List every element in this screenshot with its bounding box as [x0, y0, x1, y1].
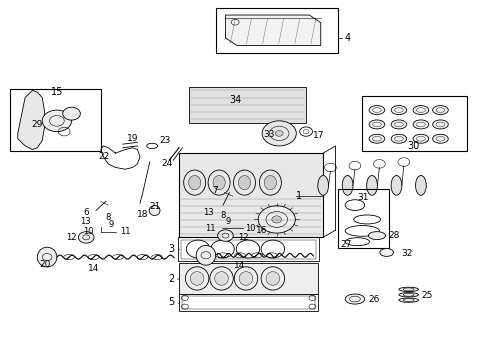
- Circle shape: [218, 230, 233, 241]
- Circle shape: [78, 231, 94, 243]
- Text: 1: 1: [296, 191, 302, 201]
- Text: 22: 22: [98, 152, 109, 161]
- Ellipse shape: [345, 294, 365, 304]
- Text: 31: 31: [357, 193, 369, 202]
- Text: 13: 13: [203, 208, 213, 217]
- Text: 12: 12: [238, 233, 248, 242]
- Bar: [362, 96, 467, 151]
- Ellipse shape: [266, 272, 280, 285]
- Circle shape: [42, 110, 72, 132]
- Text: 5: 5: [169, 297, 174, 307]
- Ellipse shape: [190, 272, 204, 285]
- Circle shape: [272, 216, 282, 223]
- Circle shape: [262, 121, 296, 146]
- Ellipse shape: [413, 120, 429, 129]
- Polygon shape: [18, 90, 45, 149]
- Ellipse shape: [380, 248, 393, 256]
- Text: 28: 28: [388, 231, 399, 240]
- Text: 9: 9: [225, 217, 230, 226]
- Text: 23: 23: [159, 136, 171, 145]
- Ellipse shape: [367, 176, 377, 195]
- Text: 8: 8: [105, 213, 111, 222]
- Text: 10: 10: [83, 228, 94, 237]
- Ellipse shape: [318, 176, 329, 195]
- Bar: [182, 296, 316, 309]
- Bar: [180, 239, 317, 258]
- Ellipse shape: [37, 247, 57, 267]
- Ellipse shape: [413, 134, 429, 143]
- Ellipse shape: [399, 293, 418, 297]
- Bar: [189, 87, 306, 123]
- Text: 19: 19: [127, 134, 138, 143]
- Text: 20: 20: [39, 260, 50, 269]
- Text: 25: 25: [421, 291, 432, 300]
- Text: 9: 9: [108, 220, 113, 229]
- Text: 30: 30: [408, 141, 420, 151]
- Ellipse shape: [239, 272, 253, 285]
- Text: 29: 29: [31, 120, 43, 129]
- Text: 11: 11: [205, 224, 216, 233]
- Ellipse shape: [369, 134, 385, 143]
- Ellipse shape: [433, 120, 448, 129]
- Text: 7: 7: [212, 186, 218, 195]
- Circle shape: [258, 206, 295, 233]
- Text: 18: 18: [137, 210, 148, 219]
- Ellipse shape: [399, 298, 418, 302]
- Ellipse shape: [342, 176, 353, 195]
- Text: 33: 33: [263, 130, 274, 139]
- Text: 11: 11: [121, 228, 131, 237]
- Ellipse shape: [196, 246, 216, 265]
- Ellipse shape: [213, 175, 225, 190]
- Text: 15: 15: [50, 87, 63, 97]
- Circle shape: [63, 107, 80, 120]
- Text: 32: 32: [401, 249, 413, 258]
- Text: 26: 26: [368, 294, 379, 303]
- Text: 8: 8: [220, 211, 225, 220]
- Text: 6: 6: [83, 208, 89, 217]
- Ellipse shape: [239, 175, 250, 190]
- Ellipse shape: [413, 105, 429, 114]
- Bar: [179, 263, 318, 294]
- Ellipse shape: [416, 176, 426, 195]
- Polygon shape: [225, 15, 321, 45]
- Text: 17: 17: [314, 131, 325, 140]
- Ellipse shape: [391, 120, 407, 129]
- Text: 27: 27: [341, 240, 352, 249]
- Text: 13: 13: [80, 217, 91, 226]
- Ellipse shape: [433, 134, 448, 143]
- Bar: [179, 153, 323, 237]
- Text: 4: 4: [344, 33, 350, 42]
- Text: 24: 24: [161, 159, 172, 168]
- Ellipse shape: [149, 206, 160, 216]
- Text: 14: 14: [234, 261, 246, 270]
- Ellipse shape: [369, 105, 385, 114]
- Ellipse shape: [215, 272, 228, 285]
- Bar: [10, 89, 101, 151]
- Text: 34: 34: [229, 95, 242, 105]
- Bar: [179, 294, 318, 311]
- Text: 14: 14: [88, 265, 99, 274]
- Ellipse shape: [391, 134, 407, 143]
- Circle shape: [275, 131, 283, 136]
- Ellipse shape: [391, 176, 402, 195]
- Bar: [177, 237, 319, 261]
- Text: 3: 3: [169, 244, 174, 254]
- Text: 10: 10: [245, 224, 255, 233]
- Ellipse shape: [399, 287, 418, 292]
- Ellipse shape: [189, 175, 201, 190]
- Text: 21: 21: [150, 202, 161, 211]
- Bar: [216, 8, 338, 53]
- Ellipse shape: [368, 231, 386, 239]
- Bar: [338, 189, 389, 248]
- Text: 12: 12: [66, 233, 76, 242]
- Ellipse shape: [433, 105, 448, 114]
- Text: 16: 16: [255, 226, 267, 235]
- Text: 2: 2: [169, 274, 174, 284]
- Ellipse shape: [391, 105, 407, 114]
- Ellipse shape: [369, 120, 385, 129]
- Ellipse shape: [264, 175, 276, 190]
